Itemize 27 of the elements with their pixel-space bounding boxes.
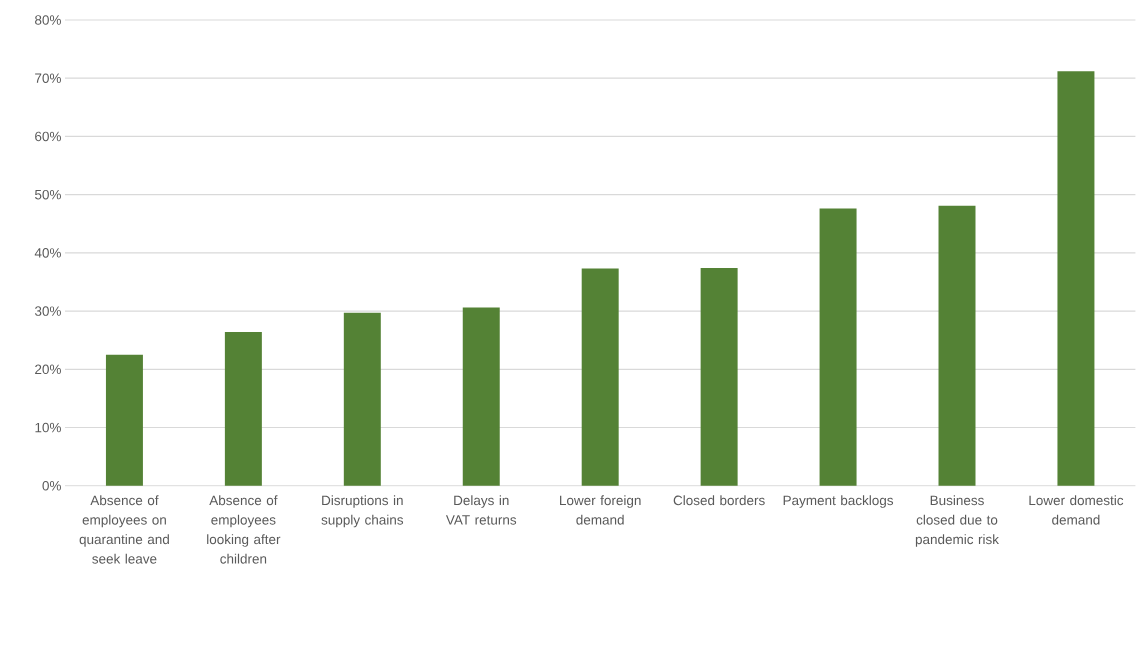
bar (938, 205, 976, 486)
y-tick-label: 10% (35, 422, 61, 433)
bar (224, 332, 262, 486)
bar (581, 268, 619, 486)
x-tick-label: Payment backlogs (783, 495, 894, 508)
y-tick-label: 20% (35, 364, 61, 375)
y-tick-label: 80% (35, 15, 61, 25)
y-tick-label: 50% (34, 190, 61, 200)
bar (462, 307, 500, 486)
x-tick-label: Business closed due to pandemic risk (915, 495, 999, 547)
y-tick-label: 70% (35, 73, 61, 84)
bar (105, 354, 143, 486)
y-tick-label: 0% (42, 481, 61, 491)
x-tick-label: Absence of employees on quarantine and seek leave (79, 495, 169, 564)
x-tick-label: Absence of employees looking after children (207, 495, 281, 564)
bar (343, 313, 381, 486)
bar (700, 268, 738, 486)
bar (819, 208, 857, 486)
bar (1057, 71, 1095, 486)
x-tick-label: Lower domestic demand (1029, 495, 1124, 525)
x-tick-label: Closed borders (673, 495, 765, 506)
y-tick-label: 60% (35, 131, 61, 142)
y-tick-label: 30% (34, 306, 61, 317)
x-tick-label: Disruptions in supply chains (321, 495, 404, 528)
y-tick-label: 40% (34, 248, 61, 258)
x-tick-label: Delays in VAT returns (445, 495, 517, 525)
x-tick-label: Lower foreign demand (560, 495, 641, 525)
